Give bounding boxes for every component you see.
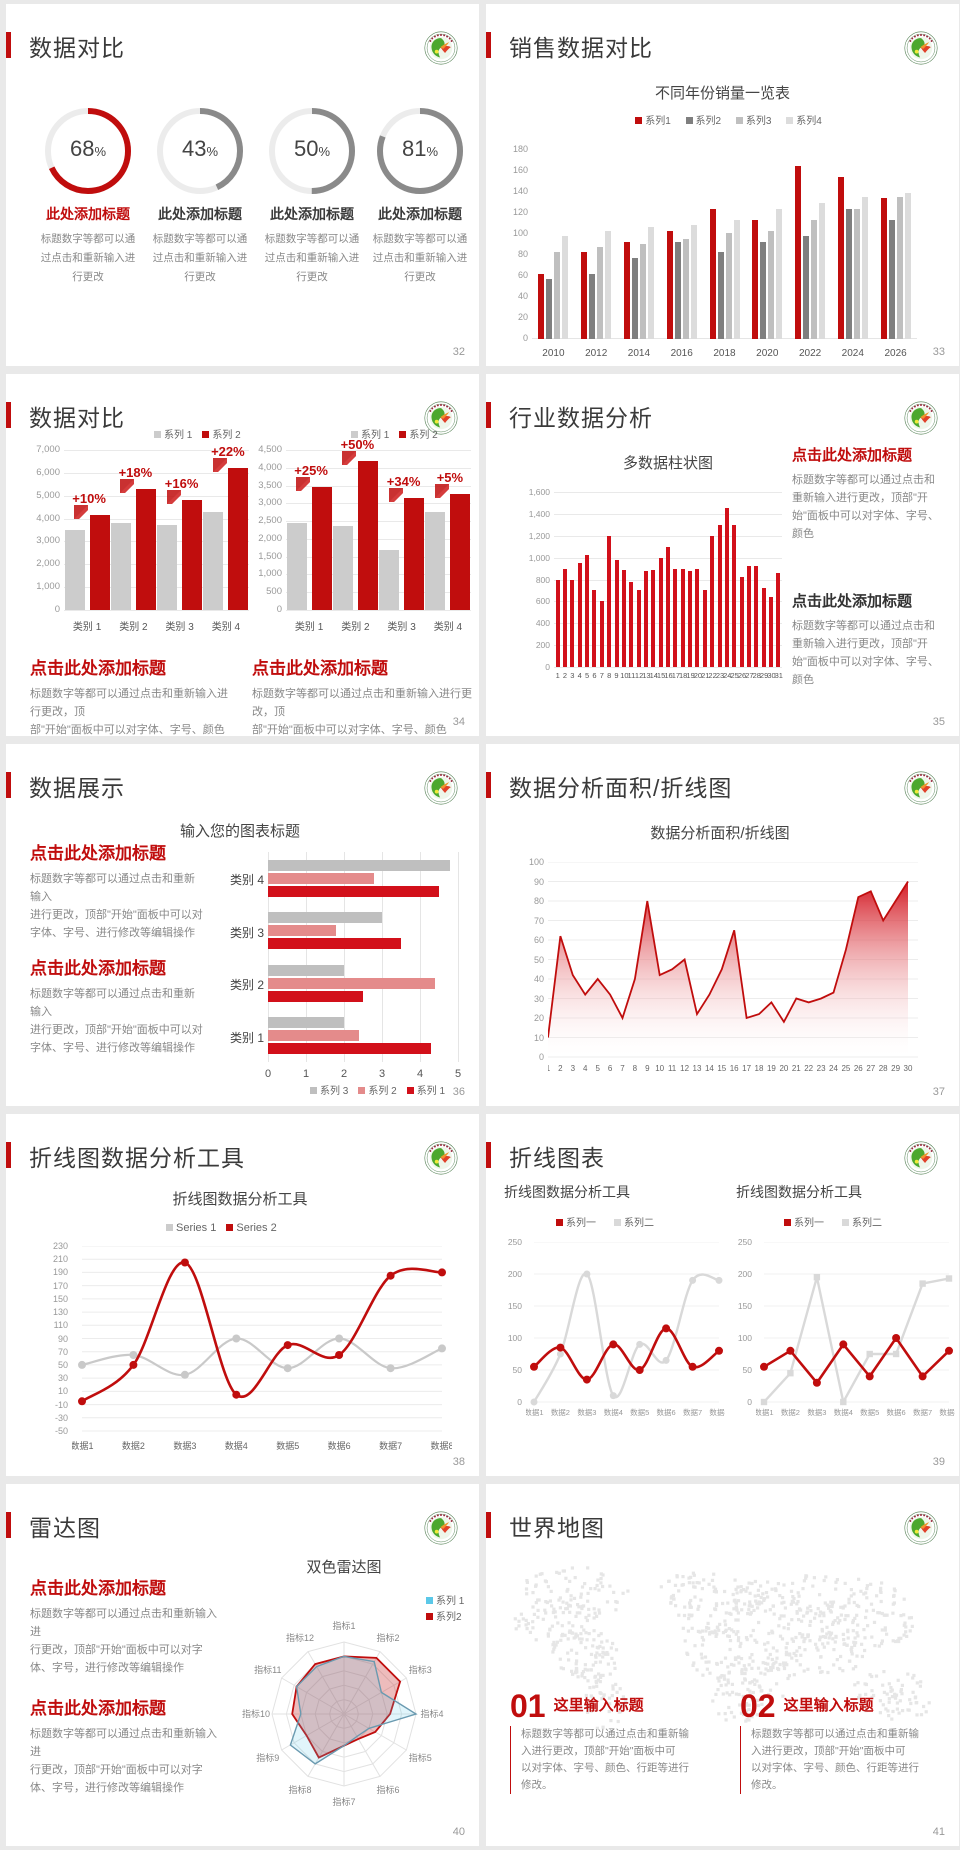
svg-text:指标9: 指标9 xyxy=(256,1752,279,1763)
svg-text:数据7: 数据7 xyxy=(913,1407,932,1417)
svg-text:23: 23 xyxy=(817,1064,826,1073)
svg-text:数据1: 数据1 xyxy=(526,1407,544,1417)
svg-text:18: 18 xyxy=(755,1064,764,1073)
svg-text:14: 14 xyxy=(705,1064,714,1073)
svg-text:数据5: 数据5 xyxy=(860,1407,879,1417)
svg-text:17: 17 xyxy=(742,1064,751,1073)
svg-text:15: 15 xyxy=(717,1064,726,1073)
svg-text:指标3: 指标3 xyxy=(409,1664,432,1675)
svg-text:指标5: 指标5 xyxy=(409,1752,432,1763)
svg-text:指标12: 指标12 xyxy=(286,1632,314,1643)
svg-text:指标6: 指标6 xyxy=(376,1784,399,1795)
svg-text:数据4: 数据4 xyxy=(604,1407,623,1417)
svg-text:28: 28 xyxy=(879,1064,888,1073)
svg-text:19: 19 xyxy=(767,1064,776,1073)
svg-text:7: 7 xyxy=(620,1064,625,1073)
svg-text:16: 16 xyxy=(730,1064,739,1073)
svg-text:27: 27 xyxy=(866,1064,875,1073)
svg-text:数据6: 数据6 xyxy=(328,1440,351,1451)
svg-text:数据5: 数据5 xyxy=(630,1407,649,1417)
svg-text:数据1: 数据1 xyxy=(756,1407,774,1417)
svg-text:指标1: 指标1 xyxy=(332,1620,355,1631)
svg-text:22: 22 xyxy=(804,1064,813,1073)
svg-text:数据1: 数据1 xyxy=(72,1440,94,1451)
svg-text:数据2: 数据2 xyxy=(122,1440,145,1451)
svg-text:数据2: 数据2 xyxy=(781,1407,800,1417)
svg-text:1: 1 xyxy=(548,1064,551,1073)
svg-text:指标8: 指标8 xyxy=(288,1784,311,1795)
svg-text:2: 2 xyxy=(558,1064,563,1073)
svg-text:20: 20 xyxy=(779,1064,788,1073)
svg-text:3: 3 xyxy=(571,1064,576,1073)
svg-text:数据7: 数据7 xyxy=(379,1440,402,1451)
svg-text:数据3: 数据3 xyxy=(173,1440,196,1451)
svg-text:数据4: 数据4 xyxy=(225,1440,248,1451)
svg-text:数据2: 数据2 xyxy=(551,1407,570,1417)
svg-text:指标10: 指标10 xyxy=(242,1708,270,1719)
svg-text:指标4: 指标4 xyxy=(420,1708,443,1719)
svg-text:数据3: 数据3 xyxy=(807,1407,826,1417)
svg-text:24: 24 xyxy=(829,1064,838,1073)
svg-text:21: 21 xyxy=(792,1064,801,1073)
svg-text:数据8: 数据8 xyxy=(430,1440,452,1451)
svg-text:26: 26 xyxy=(854,1064,863,1073)
svg-text:4: 4 xyxy=(583,1064,588,1073)
svg-text:8: 8 xyxy=(633,1064,638,1073)
svg-text:30: 30 xyxy=(904,1064,913,1073)
svg-text:11: 11 xyxy=(668,1064,677,1073)
svg-text:数据4: 数据4 xyxy=(834,1407,853,1417)
svg-text:数据3: 数据3 xyxy=(577,1407,596,1417)
svg-text:6: 6 xyxy=(608,1064,613,1073)
svg-text:数据8: 数据8 xyxy=(709,1407,725,1417)
svg-text:数据5: 数据5 xyxy=(276,1440,299,1451)
svg-text:指标2: 指标2 xyxy=(376,1632,399,1643)
svg-text:5: 5 xyxy=(595,1064,600,1073)
svg-text:9: 9 xyxy=(645,1064,650,1073)
svg-text:25: 25 xyxy=(841,1064,850,1073)
svg-text:29: 29 xyxy=(891,1064,900,1073)
svg-text:数据6: 数据6 xyxy=(887,1407,906,1417)
svg-text:指标11: 指标11 xyxy=(254,1664,281,1675)
svg-text:数据8: 数据8 xyxy=(939,1407,955,1417)
svg-text:数据6: 数据6 xyxy=(657,1407,676,1417)
svg-text:13: 13 xyxy=(693,1064,702,1073)
svg-text:12: 12 xyxy=(680,1064,689,1073)
svg-text:10: 10 xyxy=(655,1064,664,1073)
svg-text:数据7: 数据7 xyxy=(683,1407,702,1417)
svg-text:指标7: 指标7 xyxy=(332,1796,355,1807)
